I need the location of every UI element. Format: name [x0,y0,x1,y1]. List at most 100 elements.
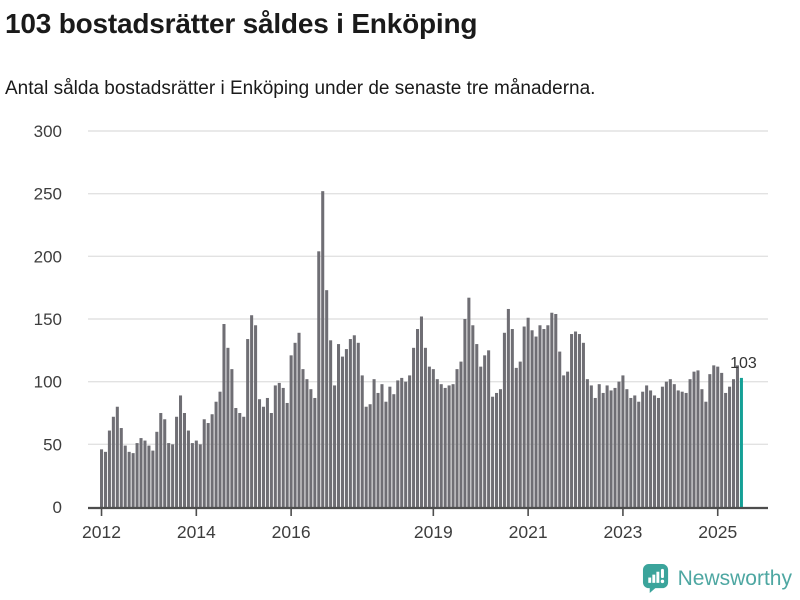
y-axis-tick-label: 50 [43,435,62,454]
highlight-bar [739,377,743,507]
bar [321,191,325,507]
bar-chart-svg: 0 50 100 150 200 250 300 2012 2014 2016 2019 2021 20… [34,122,768,542]
bar [534,336,538,507]
y-axis-tick-label: 300 [34,122,62,141]
bar [218,391,222,507]
bar [621,375,625,507]
y-axis-tick-label: 0 [53,498,62,517]
bar [175,416,179,507]
bar [495,392,499,507]
newsworthy-brand[interactable]: Newsworthy [642,563,792,594]
bar [337,344,341,507]
bar [570,334,574,507]
bar [653,395,657,507]
bar [313,397,317,507]
bar [708,374,712,507]
bar [297,332,301,507]
bar [127,451,131,507]
bar [502,332,506,507]
last-value-label: 103 [730,355,757,372]
bar [672,384,676,507]
bar [340,356,344,507]
bar [660,386,664,507]
bar [329,340,333,507]
bar [459,361,463,507]
bar [230,369,234,507]
bar [554,313,558,507]
bar [704,401,708,507]
bar [601,392,605,507]
bar [613,387,617,507]
bar [455,369,459,507]
bar [498,389,502,507]
bar [186,430,190,507]
bar [712,365,716,507]
bar [258,399,262,507]
y-axis-tick-label: 200 [34,247,62,266]
bar [491,396,495,507]
bar [435,379,439,507]
bar [163,419,167,507]
bar [214,401,218,507]
bar [289,355,293,507]
bar [688,379,692,507]
bar [475,344,479,507]
bar [463,319,467,507]
bar [179,395,183,507]
bar [617,381,621,507]
bar [633,395,637,507]
x-axis-tick-label: 2019 [414,522,453,542]
bar [550,312,554,507]
y-axis-tick-label: 250 [34,185,62,204]
bar [574,331,578,507]
bar [732,379,736,507]
bar [111,416,115,507]
bar [566,371,570,507]
bar [538,325,542,507]
bar [325,290,329,507]
bar [423,347,427,507]
bar [226,347,230,507]
bar [301,369,305,507]
bar [479,366,483,507]
x-axis-tick-label: 2016 [272,522,311,542]
bar [155,431,159,507]
bar [372,379,376,507]
bar [309,389,313,507]
bar [100,449,104,507]
bar [171,444,175,507]
bar [344,349,348,507]
bar [530,330,534,507]
bar [408,375,412,507]
bar [333,385,337,507]
bar [514,367,518,507]
bar [427,366,431,507]
bar [384,401,388,507]
bar [147,445,151,507]
bar [396,380,400,507]
bar [546,325,550,507]
bar [123,445,127,507]
bar [431,369,435,507]
bar [518,361,522,507]
bar [439,384,443,507]
bar [641,391,645,507]
bar [115,406,119,507]
x-axis-tick-label: 2012 [82,522,121,542]
newsworthy-logo-icon [642,564,668,593]
bar [293,342,297,507]
bar [404,381,408,507]
bar [352,335,356,507]
bar [412,347,416,507]
bar [581,342,585,507]
bar [720,372,724,507]
bar [609,390,613,507]
x-axis-tick-label: 2014 [177,522,216,542]
bar [605,385,609,507]
bar [143,440,147,507]
bar [637,401,641,507]
bar [222,324,226,507]
bar [577,334,581,507]
bar [684,392,688,507]
